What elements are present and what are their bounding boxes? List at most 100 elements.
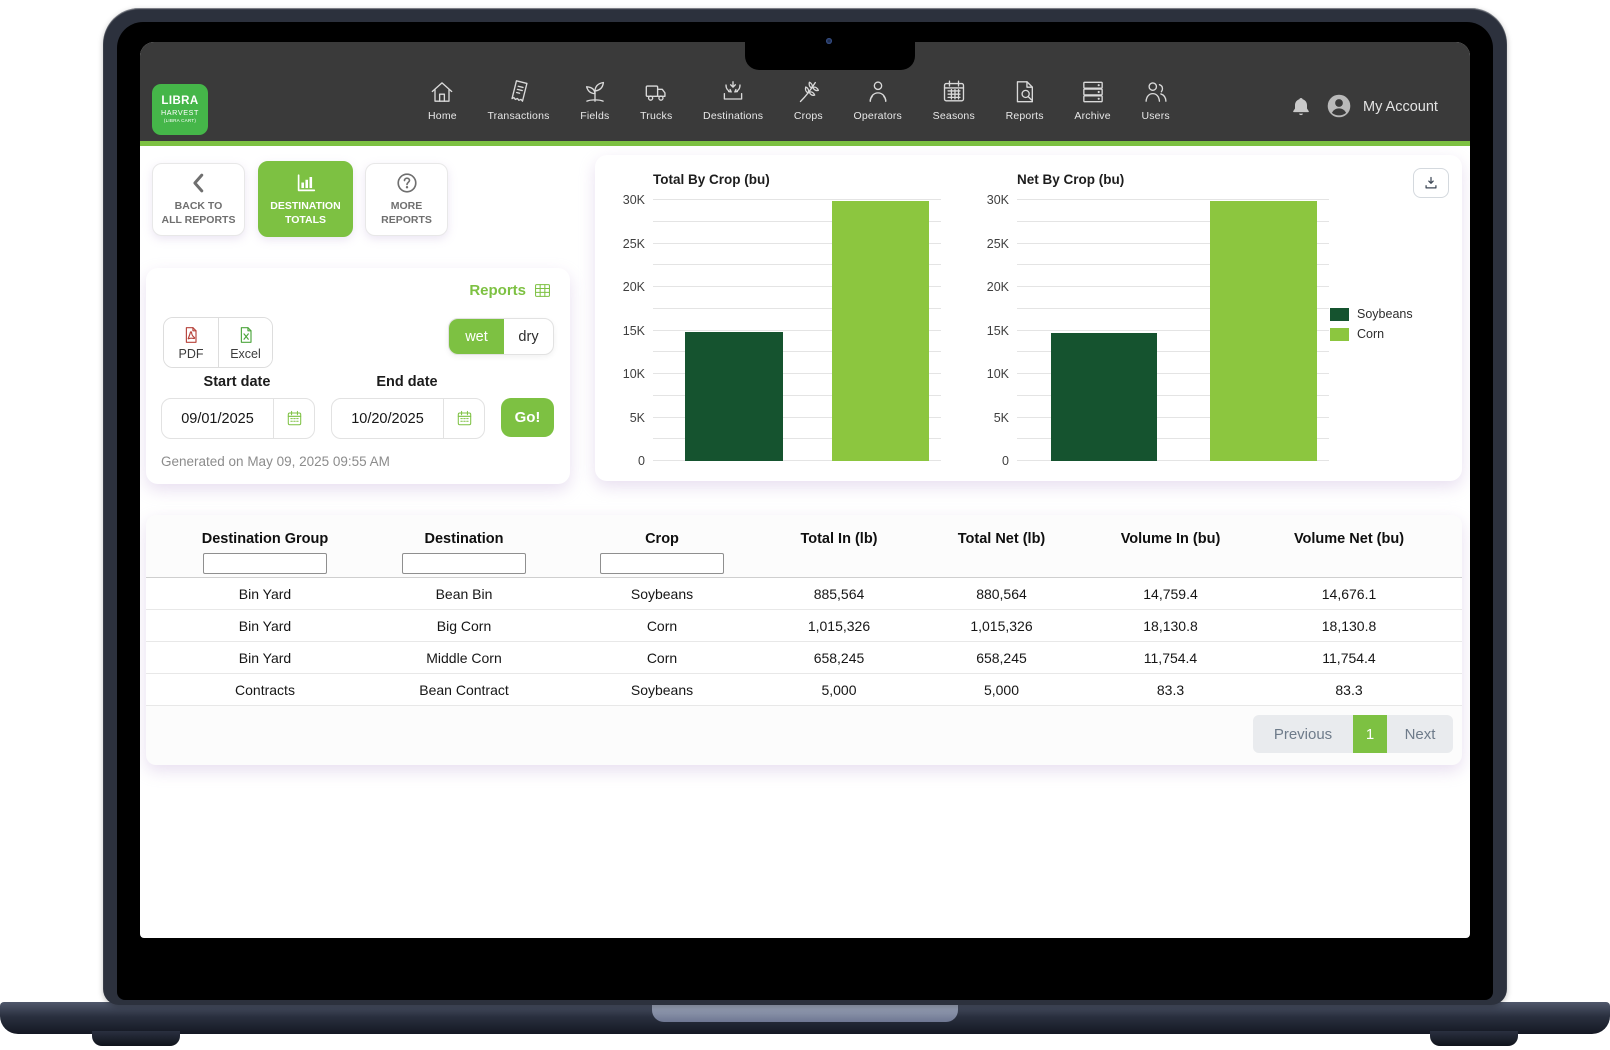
question-circle-icon [395,171,419,195]
button-label: MORE REPORTS [381,200,432,226]
reports-link[interactable]: Reports [469,281,552,300]
nav-item-label: Operators [853,110,903,122]
generated-timestamp: Generated on May 09, 2025 09:55 AM [161,454,390,469]
app-window: LIBRA HARVEST (LIBRA CART) Home Transacti… [140,42,1470,938]
pagination-previous-button[interactable]: Previous [1253,715,1353,753]
nav-item-transactions[interactable]: Transactions [487,78,549,122]
column-header-label: Destination Group [201,531,329,547]
header-accent-line [140,141,1470,146]
y-axis-tick: 10K [986,367,1009,381]
fields-icon [585,81,604,102]
download-icon [1425,176,1437,189]
charts-panel: Total By Crop (bu) 0 5K 10K 15K 20K 25K 30K Ne… [595,155,1462,481]
nav-item-reports[interactable]: Reports [1006,78,1044,122]
nav-item-label: Trucks [640,110,673,122]
table-cell: Soybeans [630,681,694,698]
gridline [1017,460,1329,461]
reports-link-label: Reports [469,282,526,299]
filter-destination-group-input[interactable] [203,553,327,574]
calendar-icon [455,409,474,428]
bar-corn [1210,201,1317,461]
nav-item-crops[interactable]: Crops [794,78,823,122]
gridline [1017,307,1329,309]
y-axis-tick: 30K [622,193,645,207]
libra-harvest-logo[interactable]: LIBRA HARVEST (LIBRA CART) [152,84,208,135]
nav-item-destinations[interactable]: Destinations [703,78,763,122]
button-label: DESTINATION TOTALS [270,199,341,226]
laptop-foot [1430,1031,1518,1046]
nav-item-label: Reports [1005,110,1044,122]
table-cell: 83.3 [1335,681,1363,698]
nav-item-fields[interactable]: Fields [580,78,609,122]
column-header-label: Destination [424,531,504,547]
transactions-icon [510,80,528,102]
column-header-total-net-lb: Total Net (lb) [921,523,1082,574]
more-reports-button[interactable]: MORE REPORTS [365,163,448,236]
nav-item-users[interactable]: Users [1141,78,1170,122]
total-by-crop-chart: Total By Crop (bu) 0 5K 10K 15K 20K 25K 30K [609,169,941,469]
table-cell: 14,759.4 [1143,585,1198,602]
export-pdf-button[interactable]: PDF [164,318,218,367]
nav-item-label: Transactions [487,110,550,122]
wet-toggle-option[interactable]: wet [449,319,504,354]
dry-toggle-option[interactable]: dry [518,328,539,345]
nav-item-trucks[interactable]: Trucks [640,78,672,122]
table-cell: 658,245 [976,649,1027,666]
download-chart-button[interactable] [1413,168,1449,198]
nav-item-operators[interactable]: Operators [854,78,903,122]
gridline [653,199,941,200]
table-body: Bin Yard Bean Bin Soybeans 885,564 880,564 14… [146,578,1462,706]
end-date-calendar-button[interactable] [443,399,484,438]
report-controls-panel: Reports PDF Excel wet [146,268,570,484]
gridline [653,264,941,266]
back-to-all-reports-button[interactable]: BACK TO ALL REPORTS [152,163,245,236]
gridline [653,220,941,222]
start-date-calendar-button[interactable] [273,399,314,438]
chart-y-axis: 0 5K 10K 15K 20K 25K 30K [973,193,1009,468]
nav-item-seasons[interactable]: Seasons [933,78,975,122]
filter-destination-input[interactable] [402,553,526,574]
gridline [653,416,941,418]
legend-item-corn[interactable]: Corn [1330,327,1413,341]
destination-totals-button[interactable]: DESTINATION TOTALS [258,161,353,237]
chart-plot-area [1017,199,1329,461]
table-row: Bin Yard Bean Bin Soybeans 885,564 880,564 14… [146,578,1462,610]
laptop-lid-notch [652,1002,958,1022]
y-axis-tick: 20K [622,280,645,294]
start-date-input[interactable]: 09/01/2025 [161,398,315,439]
nav-item-home[interactable]: Home [428,78,457,122]
export-excel-button[interactable]: Excel [218,318,272,367]
pagination-next-button[interactable]: Next [1387,715,1453,753]
y-axis-tick: 5K [629,410,645,425]
my-account-link[interactable]: My Account [1363,99,1438,115]
legend-label: Soybeans [1357,307,1413,321]
gridline [1017,242,1329,244]
nav-item-label: Home [428,110,457,122]
gridline [1017,416,1329,418]
gridline [653,242,941,244]
chart-title: Total By Crop (bu) [653,172,770,187]
y-axis-tick: 15K [622,323,645,338]
table-cell: 18,130.8 [1143,617,1198,634]
table-cell: 14,676.1 [1321,585,1377,602]
pagination-current-page[interactable]: 1 [1353,715,1387,753]
pdf-label: PDF [178,346,204,361]
account-avatar-icon[interactable] [1325,92,1353,120]
display-notch [745,22,915,70]
gridline [1017,373,1329,374]
table-header-divider [146,577,1462,578]
legend-swatch [1330,327,1349,341]
column-header-label: Volume Net (bu) [1293,531,1405,547]
notifications-bell-icon[interactable] [1289,94,1313,120]
nav-item-archive[interactable]: Archive [1074,78,1111,122]
nav-item-label: Seasons [932,110,975,122]
crops-icon [800,81,820,103]
y-axis-tick: 0 [1002,454,1009,468]
end-date-input[interactable]: 10/20/2025 [331,398,485,439]
start-date-value: 09/01/2025 [181,410,254,427]
filter-crop-input[interactable] [600,553,724,574]
legend-item-soybeans[interactable]: Soybeans [1330,307,1413,321]
go-button[interactable]: Go! [501,398,554,437]
column-header-destination: Destination [361,523,567,574]
